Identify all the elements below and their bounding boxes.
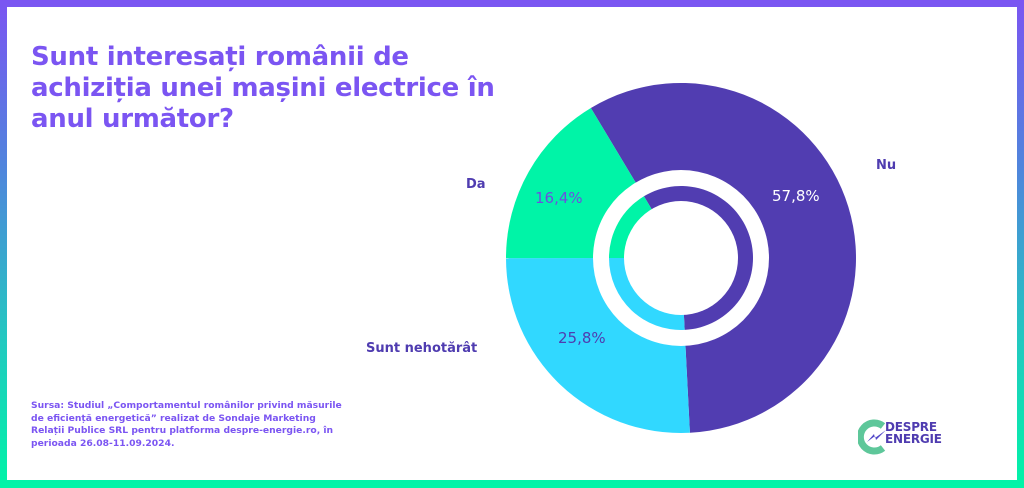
category-label-nehotarat: Sunt nehotărât [366,341,478,356]
inner-hole [624,201,738,315]
despre-energie-logo: DESPRE ENERGIE [856,416,978,458]
source-note: Sursa: Studiul „Comportamentul românilor… [31,400,342,449]
value-label-da: 16,4% [535,189,583,207]
logo-line-1: DESPRE [885,420,937,434]
chart-title: Sunt interesați românii de achiziția une… [31,42,495,134]
logo-line-2: ENERGIE [885,432,942,446]
value-label-nehotarat: 25,8% [558,329,606,347]
category-label-da: Da [466,177,486,192]
category-label-nu: Nu [876,158,897,173]
despre-energie-logo-icon [856,419,886,455]
value-label-nu: 57,8% [772,187,820,205]
